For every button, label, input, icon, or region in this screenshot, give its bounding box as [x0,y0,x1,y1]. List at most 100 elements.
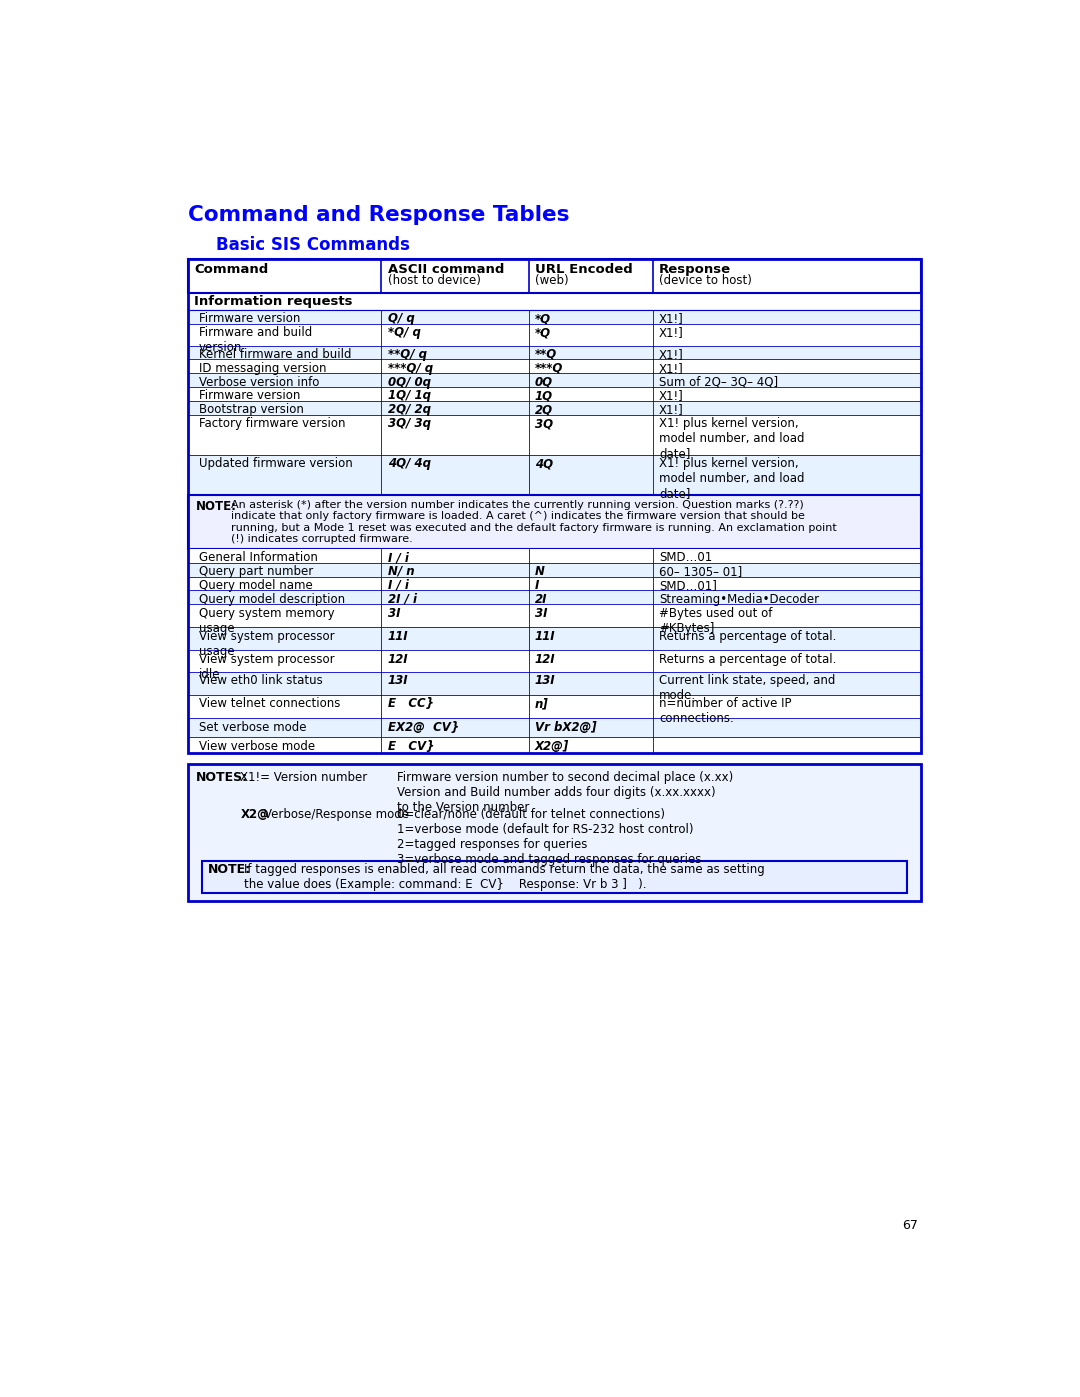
Text: **Q: **Q [535,348,557,360]
Text: 67: 67 [902,1218,918,1232]
Text: Query model name: Query model name [199,578,312,592]
Bar [188,577,921,591]
Text: Sum of 2Q– 3Q– 4Q]: Sum of 2Q– 3Q– 4Q] [659,376,778,388]
Text: SMD…01: SMD…01 [659,550,712,564]
Bar [188,387,921,401]
Text: (host to device): (host to device) [388,274,481,286]
Bar [188,627,921,651]
Text: X1!]: X1!] [659,313,684,326]
Text: 12I: 12I [388,652,408,666]
Text: N/ n: N/ n [388,564,415,578]
Text: X2@: X2@ [241,807,269,820]
Bar [188,738,921,753]
Text: View verbose mode: View verbose mode [199,740,314,753]
Text: 3I: 3I [535,606,548,619]
Text: Verbose/Response mode: Verbose/Response mode [264,807,408,820]
Text: *Q: *Q [535,327,551,339]
Text: 13I: 13I [388,675,408,687]
Text: Command and Response Tables: Command and Response Tables [188,205,569,225]
Bar [188,345,921,359]
Text: X1!]: X1!] [659,404,684,416]
Text: Returns a percentage of total.: Returns a percentage of total. [659,630,836,643]
Text: *Q/ q: *Q/ q [388,327,420,339]
Bar [188,495,921,549]
Bar [202,861,907,893]
Text: Verbose version info: Verbose version info [199,376,319,388]
Text: View system processor
usage: View system processor usage [199,630,334,658]
Text: Streaming•Media•Decoder: Streaming•Media•Decoder [659,592,819,606]
Text: ***Q: ***Q [535,362,564,374]
Text: X1!= Version number: X1!= Version number [241,771,367,784]
Text: (web): (web) [535,274,568,286]
Bar [188,373,921,387]
Text: 2Q: 2Q [535,404,553,416]
Text: 1Q: 1Q [535,390,553,402]
Text: 11I: 11I [388,630,408,643]
Text: X1!]: X1!] [659,362,684,374]
Bar [188,260,921,753]
Text: ID messaging version: ID messaging version [199,362,326,374]
Text: Query part number: Query part number [199,564,313,578]
Text: NOTES:: NOTES: [195,771,247,784]
Text: X1! plus kernel version,
model number, and load
date]: X1! plus kernel version, model number, a… [659,418,805,460]
Text: 12I: 12I [535,652,555,666]
Bar [188,672,921,696]
Text: 2I: 2I [535,592,548,606]
Text: Updated firmware version: Updated firmware version [199,457,352,471]
Text: If tagged responses is enabled, all read commands return the data, the same as s: If tagged responses is enabled, all read… [243,863,765,891]
Text: NOTE:: NOTE: [195,500,237,513]
Text: Current link state, speed, and
mode.: Current link state, speed, and mode. [659,675,835,703]
Text: 3I: 3I [388,606,401,619]
Bar [188,591,921,605]
Text: #Bytes used out of
#KBytes]: #Bytes used out of #KBytes] [659,606,772,634]
Text: NOTE:: NOTE: [207,863,251,876]
Text: 4Q/ 4q: 4Q/ 4q [388,457,431,471]
Bar [188,401,921,415]
Text: 0=clear/none (default for telnet connections)
1=verbose mode (default for RS-232: 0=clear/none (default for telnet connect… [397,807,701,866]
Text: n=number of active IP
connections.: n=number of active IP connections. [659,697,792,725]
Text: 60– 1305– 01]: 60– 1305– 01] [659,564,742,578]
Text: 0Q: 0Q [535,376,553,388]
Text: 2Q/ 2q: 2Q/ 2q [388,404,431,416]
Text: Response: Response [659,263,731,277]
Text: ***Q/ q: ***Q/ q [388,362,433,374]
Text: 2I / i: 2I / i [388,592,417,606]
Bar [188,359,921,373]
Text: *Q: *Q [535,313,551,326]
Text: I: I [535,578,539,592]
Text: 11I: 11I [535,630,555,643]
Text: E   CV}: E CV} [388,740,434,753]
Bar [188,718,921,738]
Text: Basic SIS Commands: Basic SIS Commands [216,236,409,254]
Text: Kernel firmware and build: Kernel firmware and build [199,348,351,360]
Text: X1! plus kernel version,
model number, and load
date]: X1! plus kernel version, model number, a… [659,457,805,500]
Bar [188,260,921,293]
Text: Firmware and build
version: Firmware and build version [199,327,312,355]
Text: Firmware version: Firmware version [199,313,300,326]
Text: I / i: I / i [388,578,408,592]
Text: Vr bX2@]: Vr bX2@] [535,721,596,733]
Text: Returns a percentage of total.: Returns a percentage of total. [659,652,836,666]
Text: Firmware version number to second decimal place (x.xx)
Version and Build number : Firmware version number to second decima… [397,771,733,813]
Text: An asterisk (*) after the version number indicates the currently running version: An asterisk (*) after the version number… [231,500,837,545]
Text: Query model description: Query model description [199,592,345,606]
Text: I / i: I / i [388,550,408,564]
Text: X1!]: X1!] [659,390,684,402]
Text: Q/ q: Q/ q [388,313,415,326]
Text: n]: n] [535,697,549,711]
Bar [188,310,921,324]
Text: 13I: 13I [535,675,555,687]
Text: EX2@  CV}: EX2@ CV} [388,721,459,733]
Text: General Information: General Information [199,550,318,564]
Text: **Q/ q: **Q/ q [388,348,427,360]
Text: Firmware version: Firmware version [199,390,300,402]
Text: 3Q/ 3q: 3Q/ 3q [388,418,431,430]
Text: ASCII command: ASCII command [388,263,504,277]
Bar [188,764,921,901]
Bar [188,651,921,672]
Bar [188,455,921,495]
Text: Factory firmware version: Factory firmware version [199,418,345,430]
Text: SMD…01]: SMD…01] [659,578,717,592]
Text: Query system memory
usage: Query system memory usage [199,606,334,634]
Bar [188,696,921,718]
